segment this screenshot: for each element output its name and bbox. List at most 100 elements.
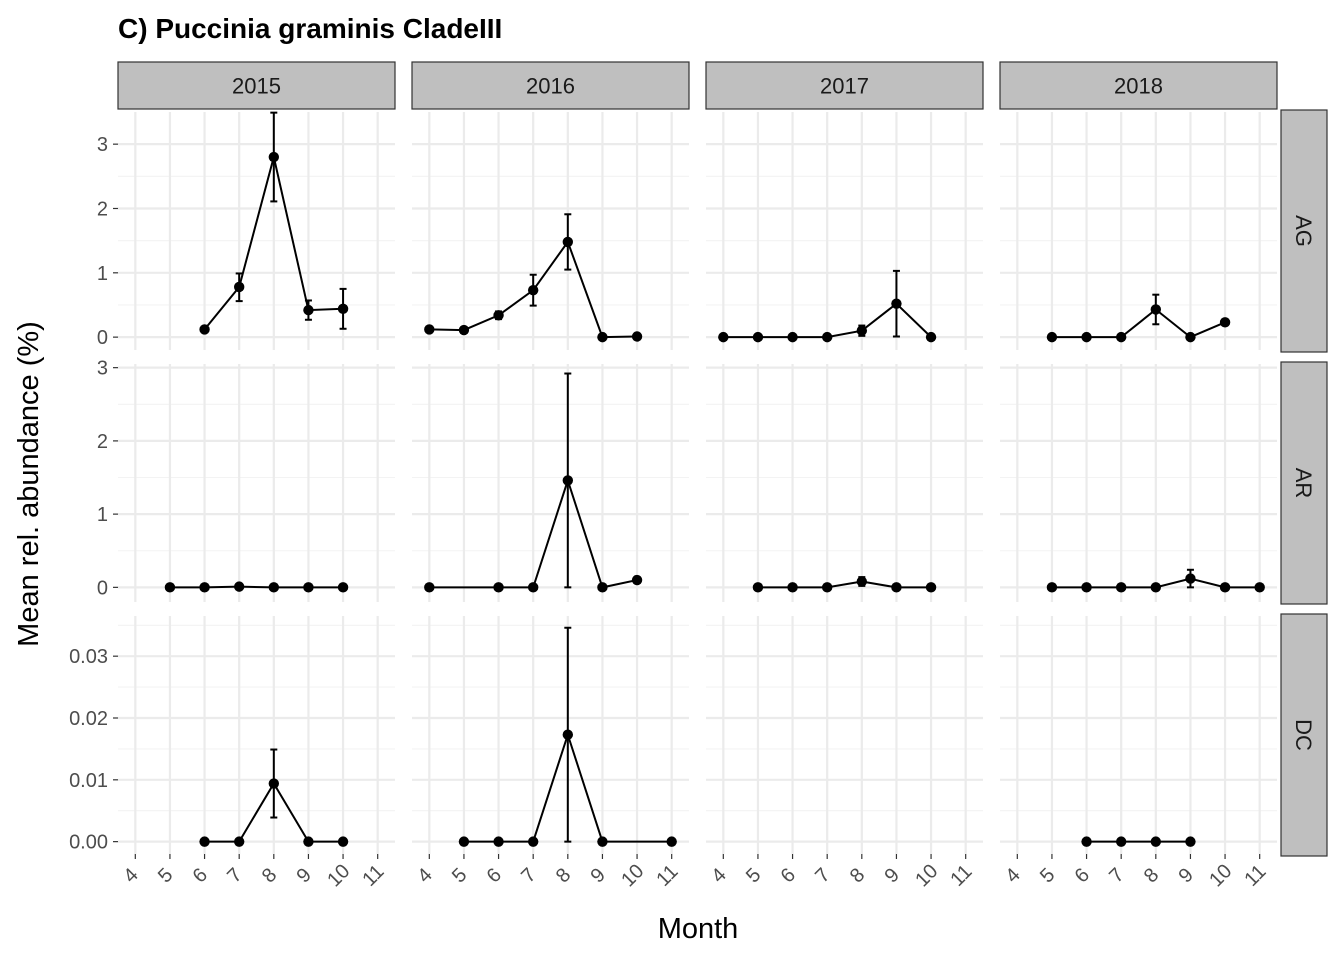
y-tick-label: 3 xyxy=(97,134,108,156)
x-tick-label: 9 xyxy=(586,864,609,887)
row-strip-label: AR xyxy=(1291,468,1316,499)
x-tick-label: 10 xyxy=(911,860,942,891)
x-tick-label: 10 xyxy=(617,860,648,891)
x-tick-label: 8 xyxy=(552,864,575,887)
data-point xyxy=(562,475,574,486)
data-point xyxy=(631,574,643,586)
row-strip xyxy=(1280,613,1328,857)
data-point xyxy=(303,582,314,593)
y-tick-label: 2 xyxy=(97,431,108,453)
x-tick-label: 9 xyxy=(880,864,903,887)
y-tick-label: 0.03 xyxy=(69,646,108,668)
x-tick-label: 6 xyxy=(1071,864,1094,887)
x-tick-label: 8 xyxy=(1140,864,1163,887)
x-tick-label: 6 xyxy=(777,864,800,887)
data-point xyxy=(493,310,504,321)
data-point xyxy=(527,284,539,296)
year-strip xyxy=(117,61,396,110)
x-tick-label: 11 xyxy=(358,861,388,891)
data-point xyxy=(597,331,608,343)
data-point xyxy=(1115,331,1127,343)
x-tick-label: 9 xyxy=(1174,864,1197,887)
x-tick-label: 10 xyxy=(1205,860,1236,891)
x-tick-label: 4 xyxy=(413,864,436,887)
y-tick-label: 0.02 xyxy=(69,708,108,730)
data-point xyxy=(1150,836,1162,847)
data-point xyxy=(199,324,210,335)
data-point xyxy=(891,582,902,593)
data-point xyxy=(493,836,504,847)
panel xyxy=(706,112,983,350)
data-point xyxy=(1219,582,1231,593)
panels-layer: 2015 2016 2017 2018 AG 0 1 2 3 AR 0 1 2 3 DC 0.00 0.01 0.… xyxy=(69,61,1328,891)
chart-title: C) Puccinia graminis CladeIII xyxy=(118,13,502,44)
y-axis-title: Mean rel. abundance (%) xyxy=(13,321,45,647)
data-point xyxy=(666,836,677,847)
data-point xyxy=(303,304,314,316)
data-point xyxy=(268,778,280,789)
y-tick-label: 0.01 xyxy=(69,770,108,792)
data-point xyxy=(562,236,574,248)
x-tick-label: 8 xyxy=(846,864,869,887)
year-strip-label: 2018 xyxy=(1114,74,1163,99)
row-strip-label: DC xyxy=(1291,719,1316,751)
y-tick-label: 1 xyxy=(97,504,108,526)
y-tick-label: 3 xyxy=(97,358,108,380)
data-point xyxy=(752,582,764,593)
data-point xyxy=(458,836,470,847)
row-strip xyxy=(1280,109,1328,353)
x-tick-label: 7 xyxy=(223,864,246,887)
x-tick-label: 11 xyxy=(946,861,976,891)
data-point xyxy=(787,582,798,593)
data-point xyxy=(1185,836,1196,847)
series-line xyxy=(169,585,344,589)
data-point xyxy=(562,729,574,740)
data-point xyxy=(199,582,210,593)
data-point xyxy=(303,836,314,847)
data-point xyxy=(493,582,504,593)
x-tick-label: 5 xyxy=(1036,864,1059,887)
data-point xyxy=(631,331,643,342)
data-point xyxy=(458,324,470,336)
data-point xyxy=(821,582,833,593)
panel xyxy=(412,112,689,350)
panel: 4 5 6 7 8 9 10 11 xyxy=(1000,616,1277,891)
data-point xyxy=(1046,582,1058,593)
data-point xyxy=(337,836,349,847)
panel xyxy=(706,364,983,602)
data-point xyxy=(787,331,798,343)
data-point xyxy=(527,836,539,847)
data-point xyxy=(1081,331,1092,343)
data-point xyxy=(199,836,210,847)
data-point xyxy=(233,281,245,293)
panel: 4 5 6 7 8 9 10 11 xyxy=(118,616,395,891)
x-tick-label: 6 xyxy=(483,864,506,887)
x-tick-label: 7 xyxy=(1105,864,1128,887)
data-point xyxy=(821,331,833,343)
data-point xyxy=(925,331,937,343)
data-point xyxy=(424,582,435,593)
data-point xyxy=(597,836,608,847)
panel xyxy=(1000,112,1277,350)
year-strip-label: 2015 xyxy=(232,74,281,99)
x-tick-label: 9 xyxy=(292,864,315,887)
data-point xyxy=(1081,582,1092,593)
data-point xyxy=(597,582,608,593)
data-point xyxy=(337,582,349,593)
data-point xyxy=(1046,331,1058,343)
panel xyxy=(118,364,395,602)
year-strip xyxy=(999,61,1278,110)
data-point xyxy=(527,582,539,593)
data-point xyxy=(718,331,729,343)
series-line xyxy=(463,731,672,843)
data-point xyxy=(1081,836,1092,847)
data-point xyxy=(233,581,245,592)
series-line xyxy=(429,477,638,589)
y-tick-label: 0.00 xyxy=(69,832,108,854)
data-point xyxy=(1115,836,1127,847)
data-point xyxy=(1150,582,1162,593)
data-point xyxy=(1254,582,1265,593)
year-strip xyxy=(705,61,984,110)
x-tick-label: 4 xyxy=(1001,864,1024,887)
panel: 4 5 6 7 8 9 10 11 xyxy=(706,616,983,891)
